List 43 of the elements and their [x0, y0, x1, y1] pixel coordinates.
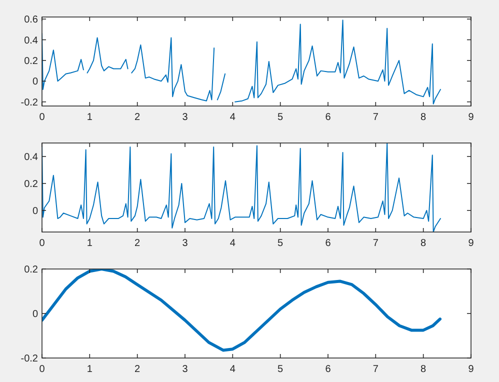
x-tick-label: 0	[39, 364, 46, 375]
y-tick-label: 0.4	[24, 152, 38, 163]
x-tick-label: 8	[420, 238, 427, 249]
x-tick-label: 2	[134, 238, 141, 249]
y-tick-label: 0.4	[24, 35, 38, 46]
x-tick-label: 2	[134, 112, 141, 123]
x-tick-label: 9	[468, 238, 474, 249]
x-tick-label: 3	[182, 112, 188, 123]
y-tick-label: 0.2	[24, 56, 38, 67]
x-tick-label: 3	[182, 238, 188, 249]
x-tick-label: 6	[325, 364, 332, 375]
x-tick-label: 8	[420, 112, 427, 123]
y-tick-label: 0	[32, 309, 38, 320]
y-tick-label: 0.6	[24, 14, 38, 26]
y-tick-label: 0	[32, 206, 38, 217]
x-tick-label: 7	[372, 364, 379, 375]
x-tick-label: 7	[372, 112, 379, 123]
x-tick-label: 9	[468, 112, 474, 123]
x-tick-label: 2	[134, 364, 141, 375]
x-tick-label: 5	[278, 112, 284, 123]
line-series	[42, 143, 441, 232]
x-tick-label: 4	[230, 238, 236, 249]
x-tick-label: 8	[420, 364, 427, 375]
y-tick-label: 0	[32, 76, 38, 88]
x-tick-label: 9	[468, 364, 474, 375]
line-series	[42, 269, 442, 352]
y-tick-label: -0.2	[20, 354, 38, 364]
x-tick-label: 1	[86, 364, 93, 375]
x-tick-label: 1	[86, 238, 93, 249]
x-tick-label: 6	[325, 112, 332, 123]
x-tick-label: 4	[230, 112, 236, 123]
x-tick-label: 5	[278, 238, 284, 249]
x-tick-label: 6	[325, 238, 332, 249]
x-tick-label: 0	[39, 112, 46, 123]
x-tick-label: 1	[86, 112, 93, 123]
y-tick-label: 0.2	[24, 264, 38, 276]
x-tick-label: 7	[372, 238, 379, 249]
x-tick-label: 0	[39, 238, 46, 249]
y-tick-label: -0.2	[20, 97, 38, 108]
y-tick-label: 0.2	[24, 178, 38, 190]
x-tick-label: 4	[230, 364, 236, 375]
x-tick-label: 3	[182, 364, 188, 375]
x-tick-label: 5	[278, 364, 284, 375]
